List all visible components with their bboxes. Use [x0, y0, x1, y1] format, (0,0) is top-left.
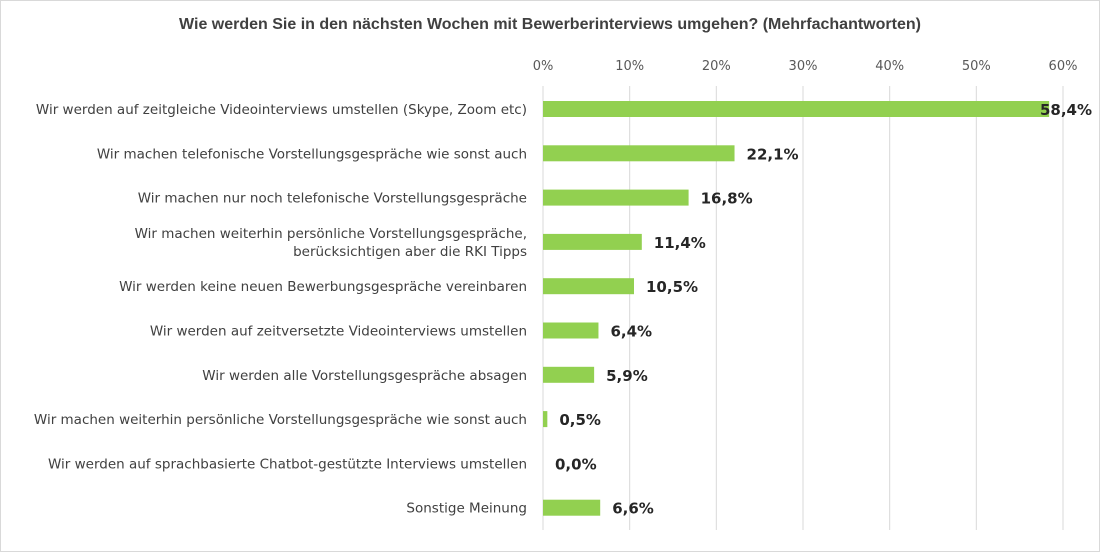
- data-label: 22,1%: [747, 145, 799, 163]
- x-axis-tick-labels: 0% 10% 20% 30% 40% 50% 60%: [533, 59, 1078, 74]
- x-tick-label: 50%: [962, 59, 991, 74]
- bar: [543, 145, 735, 162]
- x-tick-label: 20%: [702, 59, 731, 74]
- category-label: Wir werden auf sprachbasierte Chatbot-ge…: [48, 456, 527, 472]
- category-label: Sonstige Meinung: [406, 501, 527, 517]
- data-label: 11,4%: [654, 234, 706, 252]
- bar: [543, 411, 548, 428]
- bar: [543, 233, 642, 250]
- data-label: 5,9%: [606, 367, 648, 385]
- x-tick-label: 40%: [875, 59, 904, 74]
- data-label: 0,5%: [559, 411, 601, 429]
- x-tick-label: 10%: [615, 59, 644, 74]
- category-labels: Wir werden auf zeitgleiche Videointervie…: [34, 102, 527, 517]
- category-label: Wir werden auf zeitversetzte Videointerv…: [150, 324, 527, 340]
- data-labels: 58,4% 22,1% 16,8% 11,4% 10,5% 6,4% 5,9% 0,5% 0,0…: [555, 101, 1092, 518]
- category-label: berücksichtigen aber die RKI Tipps: [293, 244, 527, 260]
- category-label: Wir machen weiterhin persönliche Vorstel…: [135, 226, 527, 242]
- data-label: 16,8%: [701, 190, 753, 208]
- bar: [543, 189, 689, 206]
- x-tick-label: 60%: [1049, 59, 1078, 74]
- data-label: 6,6%: [612, 500, 654, 518]
- data-label: 10,5%: [646, 278, 698, 296]
- category-label: Wir machen telefonische Vorstellungsgesp…: [97, 146, 527, 162]
- x-tick-label: 0%: [533, 59, 554, 74]
- bar: [543, 278, 634, 295]
- bar: [543, 366, 595, 383]
- data-label: 0,0%: [555, 455, 597, 473]
- bars: [543, 101, 1050, 516]
- data-label: 6,4%: [610, 323, 652, 341]
- category-label: Wir werden auf zeitgleiche Videointervie…: [36, 102, 527, 118]
- bar: [543, 499, 601, 516]
- category-label: Wir machen nur noch telefonische Vorstel…: [138, 191, 527, 207]
- chart-title: Wie werden Sie in den nächsten Wochen mi…: [179, 16, 921, 33]
- x-tick-label: 30%: [789, 59, 818, 74]
- category-label: Wir machen weiterhin persönliche Vorstel…: [34, 412, 527, 428]
- bar: [543, 322, 599, 339]
- bar: [543, 101, 1050, 117]
- data-label: 58,4%: [1040, 101, 1092, 119]
- category-label: Wir werden keine neuen Bewerbungsgespräc…: [119, 279, 527, 295]
- category-label: Wir werden alle Vorstellungsgespräche ab…: [202, 368, 527, 384]
